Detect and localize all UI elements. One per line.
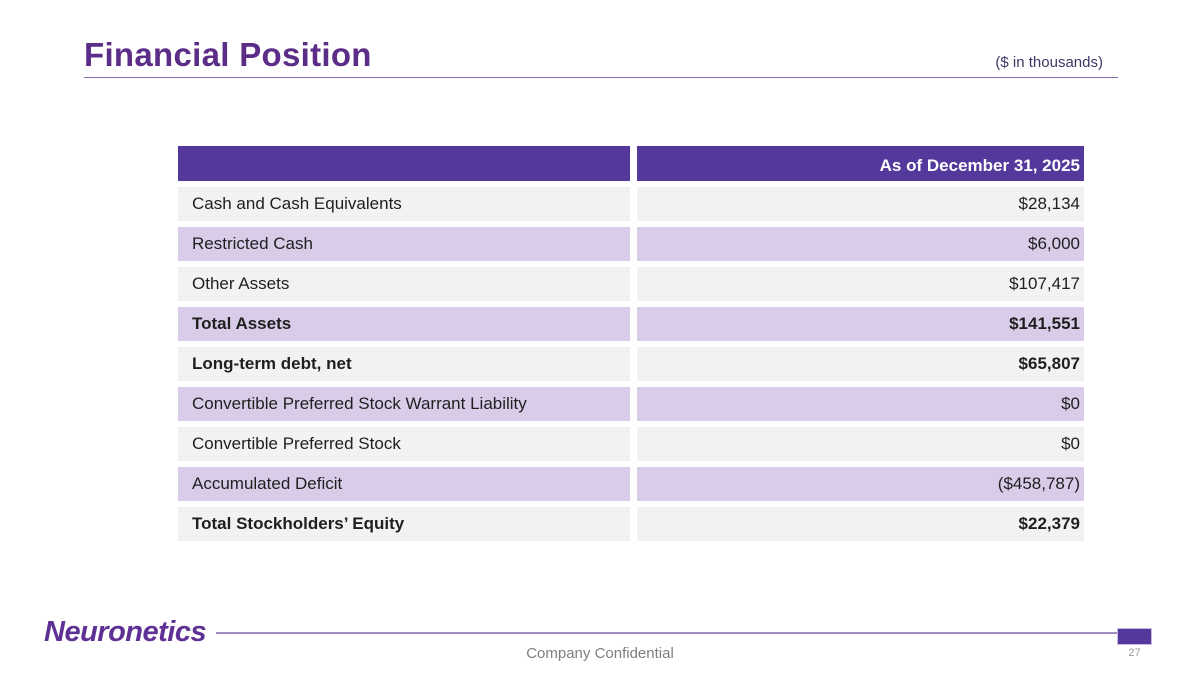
- row-value: ($458,787): [637, 467, 1084, 501]
- table-row: Accumulated Deficit ($458,787): [178, 467, 1084, 501]
- table-row: Long-term debt, net $65,807: [178, 347, 1084, 381]
- row-value: $0: [637, 427, 1084, 461]
- table-row: Other Assets $107,417: [178, 267, 1084, 301]
- table-row: Convertible Preferred Stock Warrant Liab…: [178, 387, 1084, 421]
- row-label: Convertible Preferred Stock: [178, 427, 630, 461]
- page-number: 27: [1128, 647, 1141, 659]
- row-label: Convertible Preferred Stock Warrant Liab…: [178, 387, 630, 421]
- row-label: Total Assets: [178, 307, 630, 341]
- title-rule: [84, 77, 1118, 78]
- units-note: ($ in thousands): [995, 54, 1103, 71]
- row-label: Other Assets: [178, 267, 630, 301]
- row-value: $22,379: [637, 507, 1084, 541]
- row-label: Restricted Cash: [178, 227, 630, 261]
- table-row: Cash and Cash Equivalents $28,134: [178, 187, 1084, 221]
- row-value: $6,000: [637, 227, 1084, 261]
- table-header-label-cell: [178, 146, 630, 181]
- row-value: $141,551: [637, 307, 1084, 341]
- row-label: Cash and Cash Equivalents: [178, 187, 630, 221]
- row-value: $0: [637, 387, 1084, 421]
- row-label: Accumulated Deficit: [178, 467, 630, 501]
- table-header-row: As of December 31, 2025: [178, 146, 1084, 181]
- table-rows: Cash and Cash Equivalents $28,134 Restrict…: [178, 187, 1084, 541]
- financial-position-table: As of December 31, 2025 Cash and Cash Eq…: [178, 146, 1084, 547]
- table-row: Total Stockholders’ Equity $22,379: [178, 507, 1084, 541]
- table-row: Total Assets $141,551: [178, 307, 1084, 341]
- footer-divider-line: [216, 632, 1118, 634]
- confidential-label: Company Confidential: [526, 645, 674, 662]
- row-label: Total Stockholders’ Equity: [178, 507, 630, 541]
- table-row: Convertible Preferred Stock $0: [178, 427, 1084, 461]
- table-header-value-cell: As of December 31, 2025: [637, 146, 1084, 181]
- company-logo: Neuronetics: [44, 616, 207, 648]
- row-label: Long-term debt, net: [178, 347, 630, 381]
- page-title: Financial Position: [84, 36, 372, 73]
- row-value: $65,807: [637, 347, 1084, 381]
- row-value: $28,134: [637, 187, 1084, 221]
- row-value: $107,417: [637, 267, 1084, 301]
- footer-accent-rect: [1117, 628, 1152, 645]
- table-row: Restricted Cash $6,000: [178, 227, 1084, 261]
